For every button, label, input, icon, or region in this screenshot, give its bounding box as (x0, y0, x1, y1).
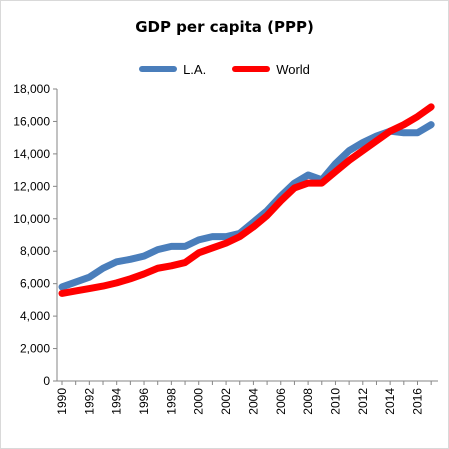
y-tick-label: 6,000 (20, 277, 50, 291)
y-tick-label: 14,000 (13, 147, 50, 161)
x-tick-label: 1990 (55, 388, 69, 415)
x-tick-label: 1992 (82, 388, 96, 415)
legend-swatch-world (232, 66, 271, 72)
legend-label-la: L.A. (183, 61, 207, 77)
x-tick-label: 2016 (410, 388, 424, 415)
y-tick-label: 12,000 (13, 179, 50, 193)
x-tick-label: 2000 (192, 388, 206, 415)
y-tick-label: 8,000 (20, 244, 50, 258)
x-tick-label: 1998 (164, 388, 178, 415)
y-tick-label: 2,000 (20, 342, 50, 356)
legend-item-la: L.A. (139, 62, 206, 77)
x-tick-label: 2008 (301, 388, 315, 415)
y-tick-label: 10,000 (13, 212, 50, 226)
x-tick-label: 2006 (274, 388, 288, 415)
x-tick-label: 1994 (110, 388, 124, 415)
chart-title: GDP per capita (PPP) (135, 18, 314, 36)
legend-swatch-la (139, 66, 178, 72)
x-tick-label: 2012 (356, 388, 370, 415)
series-line-world (58, 103, 435, 297)
x-tick-label: 2004 (246, 388, 260, 415)
x-tick-label: 1996 (137, 388, 151, 415)
x-tick-label: 2002 (219, 388, 233, 415)
series-line-la (58, 121, 435, 291)
legend: L.A. World (1, 59, 448, 79)
y-tick-label: 4,000 (20, 309, 50, 323)
legend-label-world: World (276, 61, 310, 77)
legend-item-world: World (232, 62, 310, 77)
y-tick-label: 16,000 (13, 114, 50, 128)
y-tick-label: 0 (43, 374, 50, 388)
x-tick-label: 2014 (383, 388, 397, 415)
y-tick-label: 18,000 (13, 82, 50, 96)
x-tick-label: 2010 (328, 388, 342, 415)
